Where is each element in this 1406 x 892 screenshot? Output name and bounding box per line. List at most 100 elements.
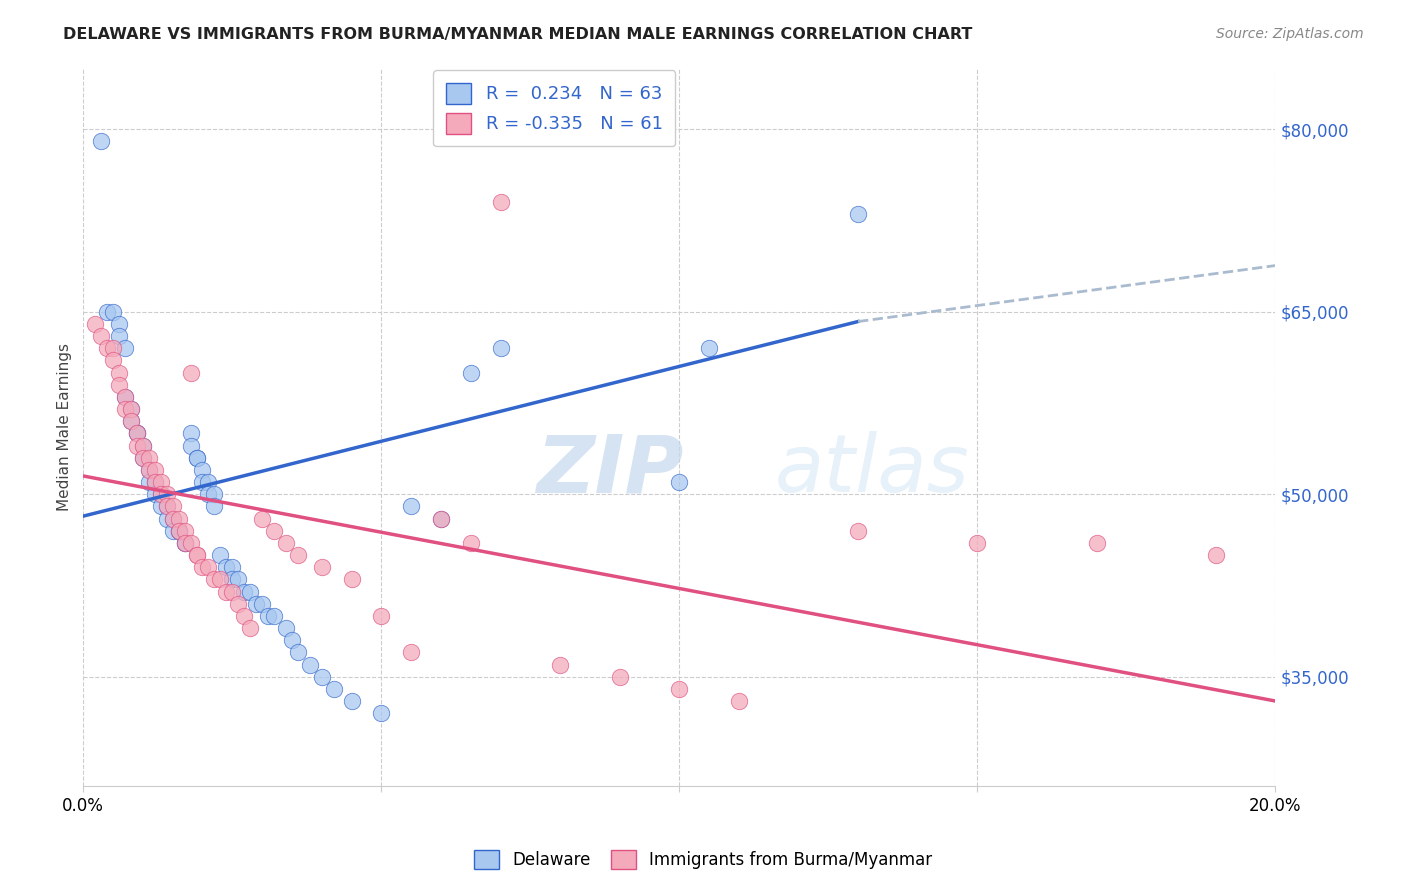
Point <box>143 463 166 477</box>
Point <box>204 573 226 587</box>
Point <box>460 536 482 550</box>
Point <box>149 487 172 501</box>
Point <box>125 439 148 453</box>
Point <box>120 402 142 417</box>
Point <box>132 439 155 453</box>
Point <box>226 597 249 611</box>
Point <box>215 584 238 599</box>
Point <box>167 511 190 525</box>
Point <box>114 402 136 417</box>
Point <box>173 536 195 550</box>
Point <box>215 560 238 574</box>
Point <box>143 475 166 489</box>
Point <box>204 487 226 501</box>
Text: atlas: atlas <box>775 432 969 509</box>
Point <box>966 536 988 550</box>
Point <box>149 487 172 501</box>
Point <box>370 608 392 623</box>
Point <box>197 487 219 501</box>
Point <box>96 305 118 319</box>
Point <box>221 560 243 574</box>
Legend: R =  0.234   N = 63, R = -0.335   N = 61: R = 0.234 N = 63, R = -0.335 N = 61 <box>433 70 675 146</box>
Point <box>173 536 195 550</box>
Point <box>180 366 202 380</box>
Point <box>197 560 219 574</box>
Point <box>138 463 160 477</box>
Point <box>221 584 243 599</box>
Point <box>287 645 309 659</box>
Point <box>287 548 309 562</box>
Point <box>250 597 273 611</box>
Point <box>460 366 482 380</box>
Point <box>162 511 184 525</box>
Point <box>204 500 226 514</box>
Point <box>209 548 232 562</box>
Point <box>149 500 172 514</box>
Point <box>430 511 453 525</box>
Point <box>167 524 190 538</box>
Point <box>239 621 262 635</box>
Point <box>132 450 155 465</box>
Point <box>489 195 512 210</box>
Point <box>108 366 131 380</box>
Point <box>90 329 112 343</box>
Point <box>90 135 112 149</box>
Point <box>274 536 297 550</box>
Point <box>257 608 280 623</box>
Point <box>156 500 179 514</box>
Point <box>1085 536 1108 550</box>
Point <box>101 341 124 355</box>
Point <box>132 450 155 465</box>
Point <box>209 573 232 587</box>
Point <box>263 524 285 538</box>
Point <box>233 584 256 599</box>
Point <box>101 353 124 368</box>
Point <box>298 657 321 672</box>
Point <box>138 475 160 489</box>
Point <box>108 329 131 343</box>
Point <box>697 341 720 355</box>
Point <box>120 402 142 417</box>
Text: ZIP: ZIP <box>536 432 683 509</box>
Legend: Delaware, Immigrants from Burma/Myanmar: Delaware, Immigrants from Burma/Myanmar <box>464 840 942 880</box>
Point <box>311 670 333 684</box>
Point <box>143 475 166 489</box>
Point <box>274 621 297 635</box>
Point <box>221 573 243 587</box>
Point <box>489 341 512 355</box>
Point <box>186 450 208 465</box>
Point <box>120 414 142 428</box>
Point <box>186 548 208 562</box>
Point <box>125 426 148 441</box>
Point <box>186 450 208 465</box>
Point <box>197 475 219 489</box>
Point <box>340 573 363 587</box>
Point <box>156 500 179 514</box>
Point <box>548 657 571 672</box>
Point <box>263 608 285 623</box>
Point <box>322 681 344 696</box>
Point <box>1205 548 1227 562</box>
Point <box>226 573 249 587</box>
Point <box>162 500 184 514</box>
Point <box>399 500 422 514</box>
Point <box>173 536 195 550</box>
Point <box>108 377 131 392</box>
Point <box>138 450 160 465</box>
Point <box>846 207 869 221</box>
Point <box>167 524 190 538</box>
Point <box>162 511 184 525</box>
Point <box>399 645 422 659</box>
Point <box>143 487 166 501</box>
Point <box>125 426 148 441</box>
Point <box>668 681 690 696</box>
Point <box>846 524 869 538</box>
Point <box>245 597 267 611</box>
Point <box>370 706 392 721</box>
Point <box>609 670 631 684</box>
Point <box>108 317 131 331</box>
Point <box>668 475 690 489</box>
Point <box>132 439 155 453</box>
Point <box>250 511 273 525</box>
Point <box>191 560 214 574</box>
